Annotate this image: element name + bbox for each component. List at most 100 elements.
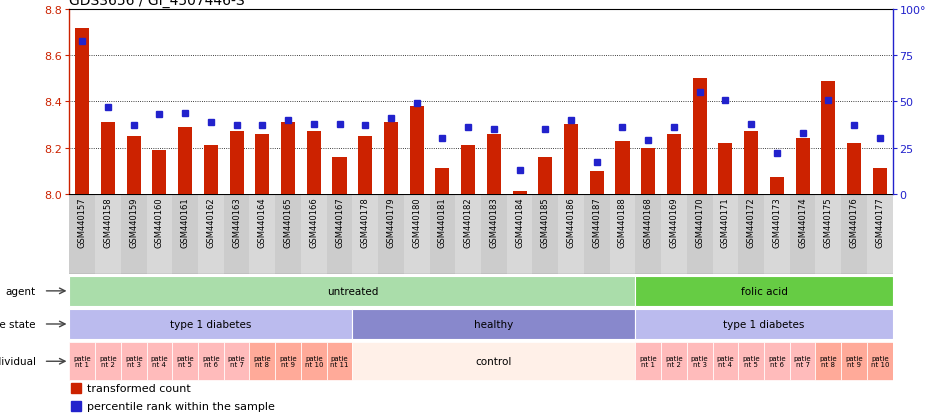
Text: patie
nt 6: patie nt 6 bbox=[768, 355, 785, 368]
Bar bbox=[816, 194, 841, 275]
Text: patie
nt 9: patie nt 9 bbox=[845, 355, 863, 368]
Bar bbox=[533, 194, 558, 275]
Bar bbox=[69, 309, 352, 339]
Text: patie
nt 11: patie nt 11 bbox=[330, 355, 349, 368]
Bar bbox=[764, 342, 790, 380]
Text: GSM440163: GSM440163 bbox=[232, 197, 241, 247]
Text: GSM440166: GSM440166 bbox=[309, 197, 318, 247]
Text: patie
nt 2: patie nt 2 bbox=[665, 355, 683, 368]
Text: GSM440171: GSM440171 bbox=[721, 197, 730, 247]
Text: GSM440176: GSM440176 bbox=[849, 197, 858, 247]
Bar bbox=[127, 137, 141, 194]
Text: patie
nt 2: patie nt 2 bbox=[99, 355, 117, 368]
Bar bbox=[635, 309, 893, 339]
Text: folic acid: folic acid bbox=[741, 286, 787, 296]
Bar bbox=[661, 194, 686, 275]
Bar bbox=[667, 134, 681, 194]
Bar bbox=[686, 342, 712, 380]
Bar bbox=[198, 342, 224, 380]
Text: GSM440172: GSM440172 bbox=[746, 197, 756, 247]
Text: type 1 diabetes: type 1 diabetes bbox=[723, 319, 805, 329]
Bar bbox=[790, 194, 816, 275]
Bar bbox=[198, 194, 224, 275]
Text: patie
nt 9: patie nt 9 bbox=[279, 355, 297, 368]
Bar bbox=[693, 79, 707, 194]
Bar bbox=[712, 342, 738, 380]
Bar bbox=[255, 134, 269, 194]
Bar bbox=[352, 194, 378, 275]
Text: GSM440179: GSM440179 bbox=[387, 197, 396, 247]
Bar bbox=[352, 342, 635, 380]
Bar bbox=[738, 342, 764, 380]
Bar bbox=[584, 194, 610, 275]
Text: patie
nt 3: patie nt 3 bbox=[125, 355, 142, 368]
Bar bbox=[481, 194, 507, 275]
Text: disease state: disease state bbox=[0, 319, 36, 329]
Bar bbox=[204, 146, 218, 194]
Text: patie
nt 10: patie nt 10 bbox=[870, 355, 889, 368]
Text: patie
nt 4: patie nt 4 bbox=[717, 355, 734, 368]
Bar bbox=[281, 123, 295, 194]
Bar bbox=[327, 194, 352, 275]
Text: GSM440175: GSM440175 bbox=[824, 197, 833, 247]
Text: control: control bbox=[475, 356, 512, 366]
Bar bbox=[847, 144, 861, 194]
Text: GSM440185: GSM440185 bbox=[541, 197, 549, 247]
Bar bbox=[229, 132, 243, 194]
Bar bbox=[75, 28, 90, 194]
Bar bbox=[276, 342, 301, 380]
Bar bbox=[250, 194, 276, 275]
Bar bbox=[101, 123, 115, 194]
Text: percentile rank within the sample: percentile rank within the sample bbox=[87, 401, 275, 411]
Bar bbox=[307, 132, 321, 194]
Bar bbox=[301, 194, 327, 275]
Bar bbox=[250, 342, 276, 380]
Text: patie
nt 6: patie nt 6 bbox=[202, 355, 219, 368]
Bar bbox=[615, 141, 630, 194]
Bar bbox=[867, 342, 893, 380]
Bar bbox=[69, 276, 635, 306]
Bar bbox=[796, 139, 809, 194]
Text: agent: agent bbox=[6, 286, 36, 296]
Bar bbox=[172, 342, 198, 380]
Text: GSM440178: GSM440178 bbox=[361, 197, 370, 247]
Bar bbox=[429, 194, 455, 275]
Bar bbox=[538, 157, 552, 194]
Text: GSM440162: GSM440162 bbox=[206, 197, 216, 247]
Bar bbox=[635, 194, 661, 275]
Bar bbox=[301, 342, 327, 380]
Text: GSM440187: GSM440187 bbox=[592, 197, 601, 247]
Bar bbox=[872, 169, 887, 194]
Bar bbox=[332, 157, 347, 194]
Bar bbox=[564, 125, 578, 194]
Bar bbox=[686, 194, 712, 275]
Text: GSM440169: GSM440169 bbox=[670, 197, 678, 247]
Text: GSM440160: GSM440160 bbox=[154, 197, 164, 247]
Bar bbox=[719, 144, 733, 194]
Bar bbox=[867, 194, 893, 275]
Bar bbox=[738, 194, 764, 275]
Text: GSM440177: GSM440177 bbox=[875, 197, 884, 247]
Bar bbox=[69, 342, 95, 380]
Text: transformed count: transformed count bbox=[87, 383, 191, 393]
Text: GSM440183: GSM440183 bbox=[489, 197, 499, 247]
Text: patie
nt 10: patie nt 10 bbox=[304, 355, 323, 368]
Bar bbox=[790, 342, 816, 380]
Bar bbox=[821, 81, 835, 194]
Bar bbox=[121, 194, 146, 275]
Text: patie
nt 1: patie nt 1 bbox=[639, 355, 657, 368]
Text: GSM440186: GSM440186 bbox=[566, 197, 575, 247]
Text: patie
nt 3: patie nt 3 bbox=[691, 355, 709, 368]
Text: patie
nt 8: patie nt 8 bbox=[820, 355, 837, 368]
Text: GSM440159: GSM440159 bbox=[130, 197, 138, 247]
Text: GSM440181: GSM440181 bbox=[438, 197, 447, 247]
Bar bbox=[327, 342, 352, 380]
Bar bbox=[712, 194, 738, 275]
Text: GSM440165: GSM440165 bbox=[284, 197, 292, 247]
Text: GSM440184: GSM440184 bbox=[515, 197, 524, 247]
Text: GSM440157: GSM440157 bbox=[78, 197, 87, 247]
Bar bbox=[95, 342, 121, 380]
Text: GSM440174: GSM440174 bbox=[798, 197, 808, 247]
Text: GSM440188: GSM440188 bbox=[618, 197, 627, 247]
Text: GSM440173: GSM440173 bbox=[772, 197, 782, 247]
